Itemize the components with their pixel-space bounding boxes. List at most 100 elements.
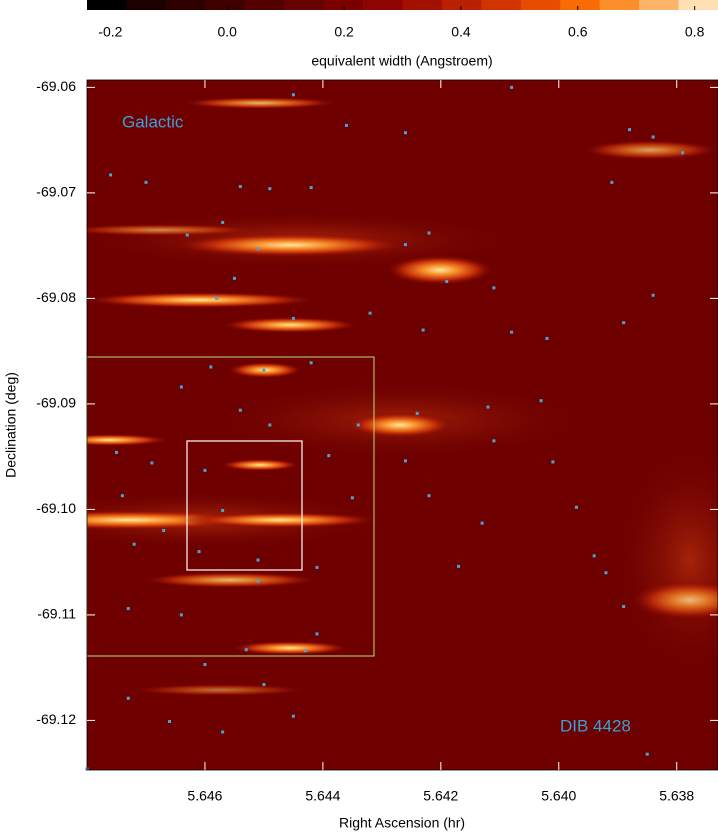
scatter-point [604, 571, 608, 575]
heatmap-streak [87, 292, 320, 308]
scatter-point [168, 719, 172, 723]
y-tick-label: -69.09 [36, 395, 76, 411]
annotation: Galactic [122, 112, 184, 131]
scatter-point [492, 286, 496, 290]
scatter-point [344, 123, 348, 127]
scatter-point [215, 296, 219, 300]
scatter-point [403, 243, 407, 247]
scatter-point [492, 439, 496, 443]
colorbar-label: equivalent width (Angstroem) [311, 53, 492, 69]
scatter-point [622, 604, 626, 608]
scatter-point [681, 151, 685, 155]
colorbar-segment [599, 0, 640, 10]
scatter-point [486, 405, 490, 409]
x-tick-label: 5.646 [187, 788, 222, 804]
heatmap-streak [87, 224, 260, 236]
scatter-point [256, 579, 260, 583]
scatter-point [238, 408, 242, 412]
scatter-point [421, 328, 425, 332]
x-tick-label: 5.640 [541, 788, 576, 804]
scatter-point [510, 330, 514, 334]
colorbar-tick-label: 0.6 [568, 24, 588, 40]
scatter-point [268, 423, 272, 427]
scatter-point [114, 450, 118, 454]
scatter-point [126, 696, 130, 700]
scatter-point [427, 494, 431, 498]
scatter-point [445, 280, 449, 284]
heatmap-streak [180, 512, 380, 528]
colorbar-segment [244, 0, 285, 10]
heatmap-streak [130, 684, 310, 696]
y-tick-label: -69.08 [36, 289, 76, 305]
scatter-point [415, 411, 419, 415]
heatmap [87, 80, 718, 770]
scatter-point [610, 180, 614, 184]
heatmap-streak [87, 434, 170, 446]
colorbar-segment [481, 0, 522, 10]
scatter-point [403, 459, 407, 463]
colorbar-segment [284, 0, 325, 10]
plot-frame [86, 79, 718, 771]
scatter-point [262, 683, 266, 687]
scatter-point [209, 365, 213, 369]
colorbar-segment [441, 0, 482, 10]
scatter-point [651, 293, 655, 297]
scatter-point [262, 368, 266, 372]
scatter-point [132, 542, 136, 546]
scatter-point [645, 752, 649, 756]
x-tick-label: 5.638 [659, 788, 694, 804]
scatter-point [232, 276, 236, 280]
scatter-point [356, 423, 360, 427]
colorbar-segment [639, 0, 680, 10]
heatmap-streak [580, 140, 718, 160]
colorbar-tick-label: -0.2 [98, 24, 122, 40]
scatter-points [85, 85, 685, 771]
colorbar-segment [205, 0, 246, 10]
scatter-point [574, 505, 578, 509]
scatter-point [510, 85, 514, 89]
scatter-point [256, 247, 260, 251]
colorbar-segment [87, 0, 127, 10]
scatter-point [179, 385, 183, 389]
scatter-point [203, 662, 207, 666]
scatter-point [327, 454, 331, 458]
scatter-point [480, 521, 484, 525]
scatter-point [238, 185, 242, 189]
scatter-point [628, 128, 632, 132]
colorbar-segment [520, 0, 561, 10]
colorbar-segment [363, 0, 403, 10]
heatmap-streak [180, 97, 340, 109]
y-tick-label: -69.07 [36, 184, 76, 200]
scatter-point [221, 730, 225, 734]
scatter-point [315, 632, 319, 636]
colorbar-segment [402, 0, 443, 10]
scatter-point [162, 529, 166, 533]
scatter-point [256, 558, 260, 562]
region-box-inner [186, 440, 303, 571]
scatter-point [291, 93, 295, 97]
scatter-point [144, 180, 148, 184]
scatter-point [126, 607, 130, 611]
heatmap-streak [170, 233, 410, 257]
colorbar-tick-label: 0.0 [217, 24, 237, 40]
colorbar-segment [560, 0, 601, 10]
heatmap-streak [345, 412, 455, 438]
scatter-point [221, 220, 225, 224]
scatter-point [309, 361, 313, 365]
scatter-point [179, 613, 183, 617]
scatter-point [150, 461, 154, 465]
scatter-point [350, 496, 354, 500]
x-axis-label: Right Ascension (hr) [339, 815, 465, 831]
y-tick-label: -69.12 [36, 711, 76, 727]
colorbar-tick-label: 0.4 [451, 24, 471, 40]
y-tick-label: -69.10 [36, 500, 76, 516]
scatter-point [592, 554, 596, 558]
scatter-point [303, 649, 307, 653]
scatter-point [291, 316, 295, 320]
heatmap-streak [220, 317, 360, 333]
scatter-point [545, 336, 549, 340]
x-tick-label: 5.644 [305, 788, 340, 804]
scatter-point [427, 231, 431, 235]
